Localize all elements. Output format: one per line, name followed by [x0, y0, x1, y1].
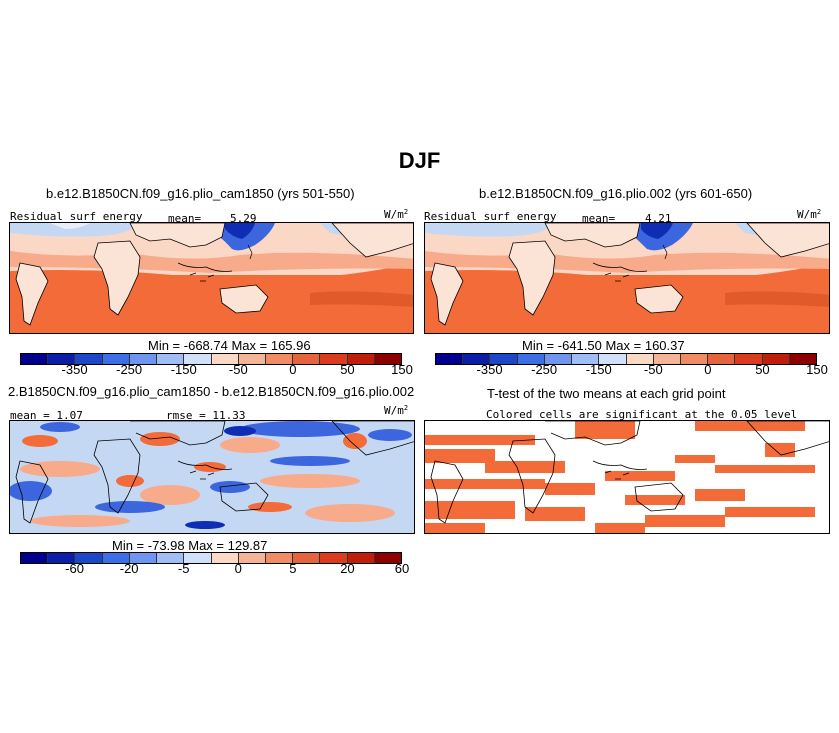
colorbar-swatch: [75, 354, 103, 364]
colorbar-tick-label: -350: [476, 362, 503, 377]
panel1-colorbar: [20, 353, 402, 365]
panel1-map: [9, 222, 414, 334]
colorbar-tick-label: -350: [61, 362, 88, 377]
panel2-run-title: b.e12.B1850CN.f09_g16.plio.002 (yrs 601-…: [479, 186, 753, 201]
colorbar-swatch: [184, 354, 212, 364]
colorbar-swatch: [48, 553, 76, 563]
colorbar-tick-label: 150: [391, 362, 413, 377]
colorbar-swatch: [265, 553, 294, 563]
panel1-variable-label: Residual surf energy: [10, 210, 143, 223]
colorbar-swatch: [789, 354, 817, 364]
panel1-run-title: b.e12.B1850CN.f09_g16.plio_cam1850 (yrs …: [46, 186, 355, 201]
colorbar-swatch: [21, 354, 49, 364]
colorbar-swatch: [129, 354, 158, 364]
eurasia-shape: [129, 223, 226, 248]
panel4-subtitle: Colored cells are significant at the 0.0…: [486, 408, 798, 421]
colorbar-swatch: [463, 354, 491, 364]
panel4-map: [424, 420, 830, 534]
colorbar-tick-label: 50: [340, 362, 355, 377]
colorbar-swatch: [347, 553, 375, 563]
colorbar-tick-label: 5: [289, 561, 297, 576]
colorbar-swatch: [735, 354, 763, 364]
panel3-rmse: rmse = 11.33: [166, 409, 246, 422]
colorbar-swatch: [320, 354, 348, 364]
colorbar-swatch: [436, 354, 464, 364]
colorbar-tick-label: -60: [65, 561, 84, 576]
panel2-min-max: Min = -641.50 Max = 160.37: [520, 338, 687, 353]
australia-shape: [219, 284, 269, 314]
colorbar-tick-label: -150: [170, 362, 197, 377]
colorbar-swatch: [544, 354, 573, 364]
colorbar-tick-label: -20: [119, 561, 139, 576]
colorbar-swatch: [48, 354, 76, 364]
panel2-colorbar: [435, 353, 817, 365]
panel2-mean-label: mean=: [582, 212, 616, 225]
colorbar-swatch: [762, 354, 790, 364]
panel4-title: T-test of the two means at each grid poi…: [487, 386, 726, 401]
colorbar-swatch: [238, 553, 266, 563]
panel3-mean: mean = 1.07: [10, 409, 83, 422]
colorbar-tick-label: -50: [643, 362, 663, 377]
south-america-shape: [15, 262, 49, 326]
colorbar-swatch: [211, 553, 239, 563]
panel2-variable-label: Residual surf energy: [424, 210, 557, 223]
colorbar-swatch: [320, 553, 348, 563]
colorbar-swatch: [75, 553, 103, 563]
colorbar-swatch: [708, 354, 736, 364]
colorbar-swatch: [599, 354, 627, 364]
panel2-mean-value: 4.21: [645, 212, 672, 225]
colorbar-swatch: [211, 354, 239, 364]
panel3-map: [9, 420, 415, 534]
colorbar-swatch: [21, 553, 49, 563]
panel3-colorbar: [20, 552, 402, 564]
panel1-colorbar-ticks: -350 -250 -150 -50 0 50 150: [20, 362, 413, 378]
colorbar-swatch: [293, 354, 321, 364]
colorbar-tick-label: -150: [585, 362, 612, 377]
africa-shape: [93, 240, 141, 316]
panel2-colorbar-ticks: -350 -250 -150 -50 0 50 150: [435, 362, 828, 378]
colorbar-tick-label: -250: [116, 362, 143, 377]
panel3-run-title: 2.B1850CN.f09_g16.plio_cam1850 - b.e12.B…: [8, 384, 415, 399]
colorbar-swatch: [129, 553, 158, 563]
colorbar-swatch: [653, 354, 681, 364]
colorbar-swatch: [102, 354, 130, 364]
colorbar-swatch: [517, 354, 545, 364]
colorbar-swatch: [347, 354, 375, 364]
colorbar-tick-label: -50: [228, 362, 248, 377]
colorbar-swatch: [157, 553, 185, 563]
colorbar-tick-label: 0: [234, 561, 242, 576]
colorbar-tick-label: 20: [340, 561, 355, 576]
colorbar-swatch: [680, 354, 709, 364]
panel2-map: [424, 222, 830, 334]
colorbar-swatch: [238, 354, 266, 364]
colorbar-tick-label: 50: [755, 362, 770, 377]
colorbar-swatch: [293, 553, 321, 563]
colorbar-tick-label: 0: [289, 362, 297, 377]
panel2-units: W/m2: [797, 208, 822, 221]
colorbar-swatch: [490, 354, 518, 364]
figure-title: DJF: [398, 148, 441, 173]
colorbar-swatch: [626, 354, 654, 364]
panel1-mean-label: mean=: [168, 212, 202, 225]
colorbar-tick-label: -250: [531, 362, 558, 377]
colorbar-tick-label: 150: [806, 362, 828, 377]
colorbar-swatch: [374, 553, 402, 563]
north-america-shape: [331, 223, 413, 258]
colorbar-swatch: [157, 354, 185, 364]
colorbar-swatch: [374, 354, 402, 364]
panel1-units: W/m2: [384, 208, 409, 221]
panel3-colorbar-ticks: -60 -20 -5 0 5 20 60: [20, 561, 409, 577]
colorbar-tick-label: -5: [177, 561, 190, 576]
panel1-mean-value: 5.29: [230, 212, 257, 225]
panel1-min-max: Min = -668.74 Max = 165.96: [146, 338, 313, 353]
colorbar-tick-label: 0: [704, 362, 712, 377]
colorbar-swatch: [102, 553, 130, 563]
panel3-min-max: Min = -73.98 Max = 129.87: [110, 538, 270, 553]
panel3-units: W/m2: [384, 404, 409, 417]
colorbar-tick-label: 60: [394, 561, 410, 576]
colorbar-swatch: [184, 553, 212, 563]
colorbar-swatch: [265, 354, 294, 364]
colorbar-swatch: [572, 354, 600, 364]
